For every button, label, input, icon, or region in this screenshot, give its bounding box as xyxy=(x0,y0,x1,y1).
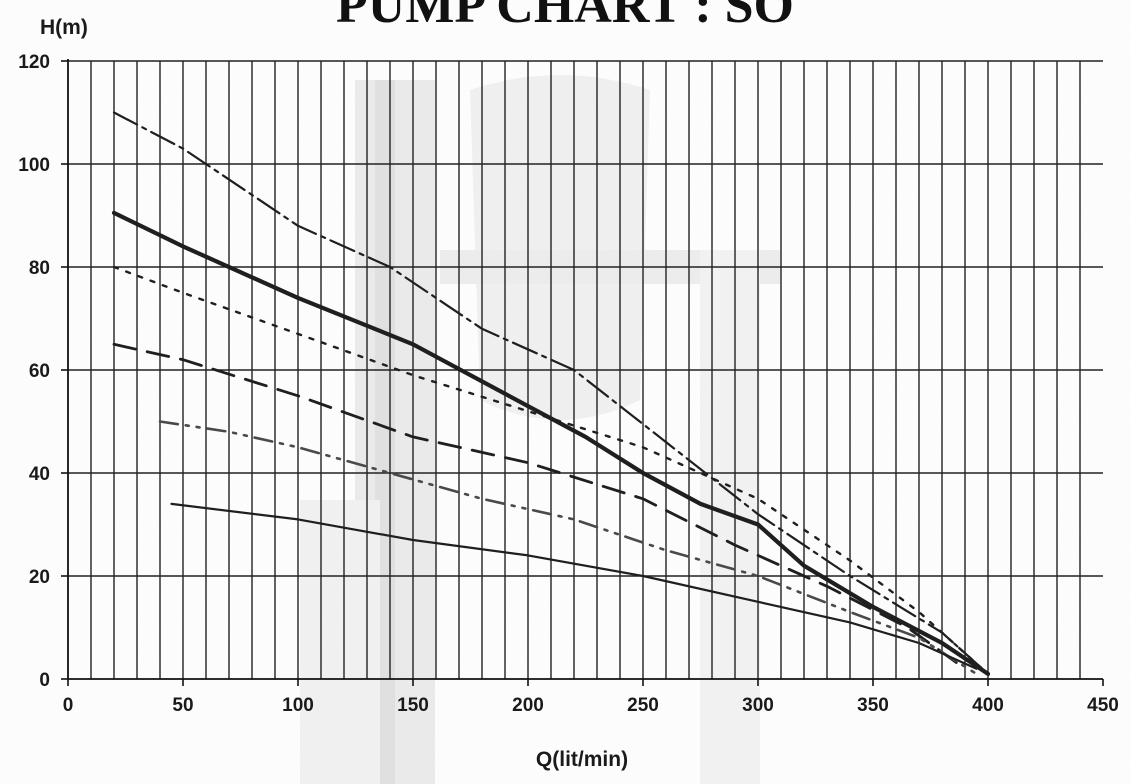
grid xyxy=(68,60,1103,679)
series-line-3 xyxy=(112,265,990,676)
x-tick-label: 100 xyxy=(282,695,314,716)
x-tick-label: 0 xyxy=(63,695,74,716)
x-tick-label: 300 xyxy=(742,695,774,716)
y-tick-label: 120 xyxy=(18,52,50,73)
x-tick-label: 350 xyxy=(857,695,889,716)
x-tick-label: 50 xyxy=(172,695,193,716)
chart-title: PUMP CHART : SO xyxy=(336,0,794,34)
x-tick-label: 250 xyxy=(627,695,659,716)
series-line-1 xyxy=(112,111,990,675)
y-tick-label: 20 xyxy=(29,567,50,588)
y-tick-label: 80 xyxy=(29,258,50,279)
y-tick-label: 100 xyxy=(18,155,50,176)
y-tick-label: 40 xyxy=(29,464,50,485)
series-lines xyxy=(111,111,991,676)
y-axis-ticks: 0 20 40 60 80 100 120 xyxy=(18,52,68,691)
series-line-2 xyxy=(111,210,991,676)
y-tick-label: 60 xyxy=(29,361,50,382)
x-tick-label: 200 xyxy=(512,695,544,716)
y-tick-label: 0 xyxy=(39,670,50,691)
x-axis-ticks: 0 50 100 150 200 250 300 350 400 450 xyxy=(63,679,1119,716)
x-tick-label: 150 xyxy=(397,695,429,716)
x-tick-label: 400 xyxy=(972,695,1004,716)
x-tick-label: 450 xyxy=(1087,695,1119,716)
x-axis-label: Q(lit/min) xyxy=(536,748,628,771)
series-line-4 xyxy=(112,342,967,671)
y-axis-label: H(m) xyxy=(40,16,88,39)
series-line-6 xyxy=(170,502,978,670)
